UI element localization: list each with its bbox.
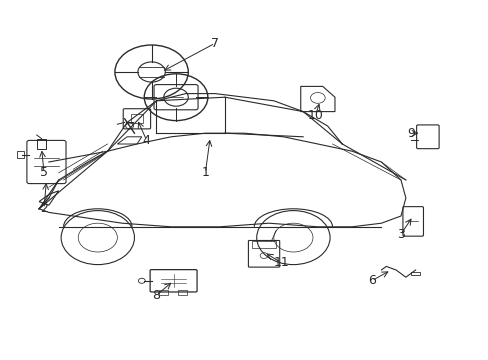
Bar xyxy=(178,290,187,295)
Bar xyxy=(410,272,419,275)
Bar xyxy=(37,139,46,149)
Text: 10: 10 xyxy=(307,109,323,122)
Text: 6: 6 xyxy=(367,274,375,287)
Text: 8: 8 xyxy=(152,289,160,302)
Bar xyxy=(17,151,24,158)
Text: 5: 5 xyxy=(40,166,48,179)
Text: 7: 7 xyxy=(211,37,219,50)
Text: 2: 2 xyxy=(40,202,48,215)
Text: 9: 9 xyxy=(406,127,414,140)
Bar xyxy=(131,114,142,123)
Bar xyxy=(159,290,167,295)
Text: 11: 11 xyxy=(273,256,288,269)
Bar xyxy=(251,241,276,248)
Text: 1: 1 xyxy=(201,166,209,179)
Text: 3: 3 xyxy=(396,228,404,240)
Text: 4: 4 xyxy=(142,134,150,147)
